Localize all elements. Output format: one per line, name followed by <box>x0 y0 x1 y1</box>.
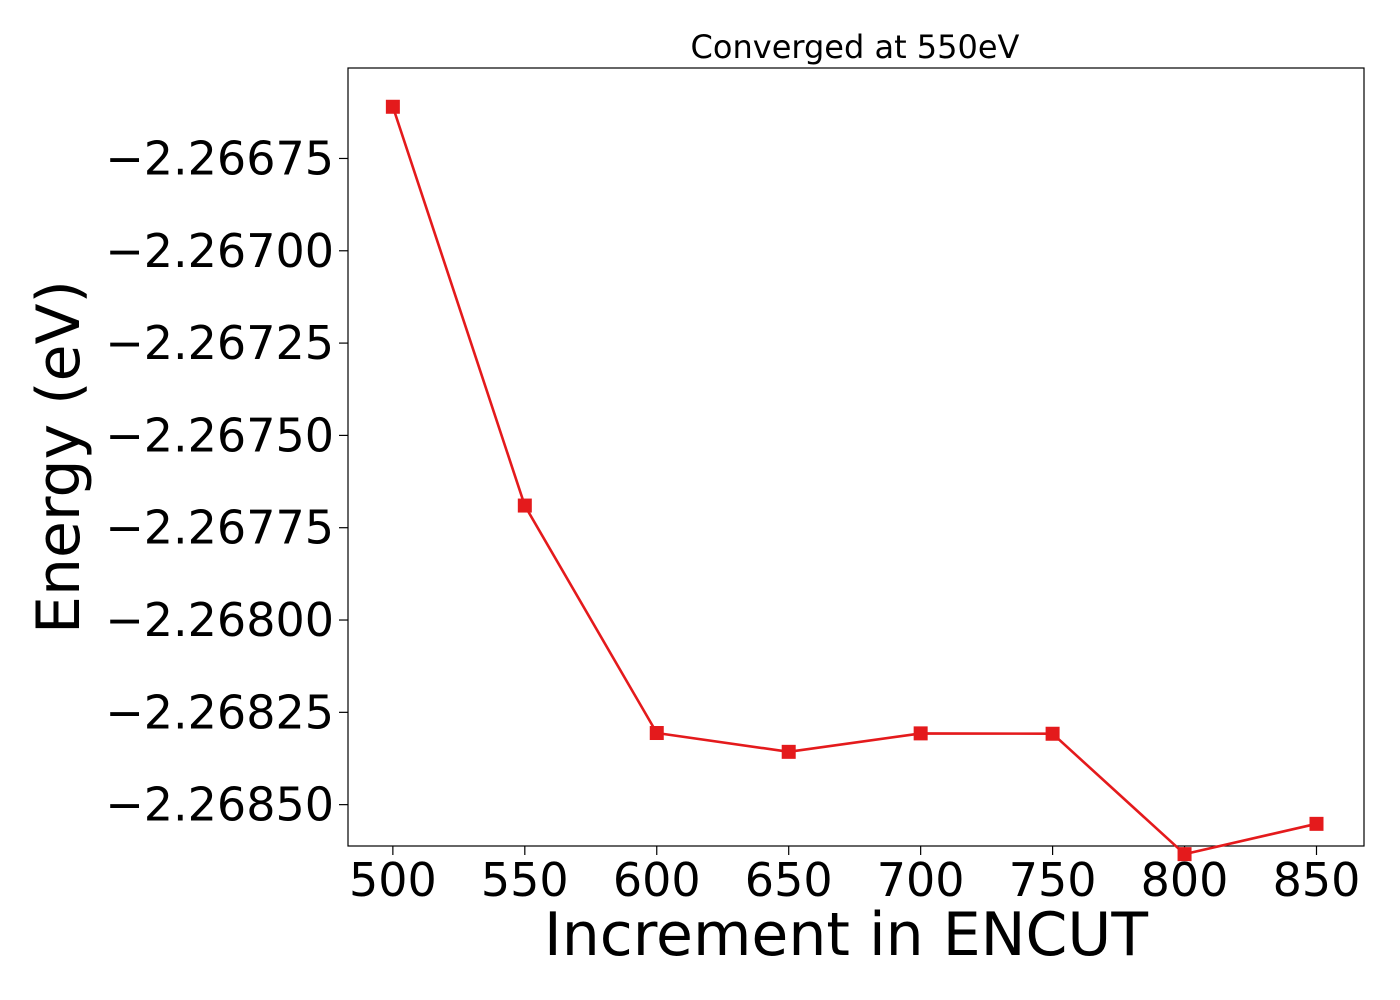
x-axis-label: Increment in ENCUT <box>544 900 1148 970</box>
chart-title: Converged at 550eV <box>691 28 1020 66</box>
y-tick-label: −2.26700 <box>105 224 334 278</box>
plot-area <box>347 67 1365 847</box>
x-tick-label: 750 <box>1009 853 1097 907</box>
series-layer <box>385 99 1324 862</box>
y-tick-label: −2.26850 <box>105 778 334 832</box>
y-axis-label: Energy (eV) <box>24 280 94 634</box>
series-line <box>391 106 1317 856</box>
x-tick-label: 800 <box>1141 853 1229 907</box>
data-point-850 <box>1309 816 1324 831</box>
y-tick-label: −2.26800 <box>105 593 334 647</box>
x-tick-label: 600 <box>613 853 701 907</box>
y-tick-label: −2.26725 <box>105 316 334 370</box>
y-tick-label: −2.26775 <box>105 501 334 555</box>
data-point-750 <box>1045 726 1060 741</box>
x-axis-ticks: 500 550 600 650 700 750 800 850 <box>349 846 1360 907</box>
data-point-800 <box>1177 847 1192 862</box>
x-tick-label: 700 <box>877 853 965 907</box>
y-tick-label: −2.26825 <box>105 685 334 739</box>
data-point-650 <box>781 744 796 759</box>
y-tick-label: −2.26750 <box>105 408 334 462</box>
data-point-700 <box>913 726 928 741</box>
y-axis-ticks: −2.26675 −2.26700 −2.26725 −2.26750 −2.26775… <box>105 131 348 832</box>
x-tick-label: 550 <box>481 853 569 907</box>
x-tick-label: 650 <box>745 853 833 907</box>
data-point-600 <box>649 726 664 741</box>
y-tick-label: −2.26675 <box>105 131 334 185</box>
x-tick-label: 500 <box>349 853 437 907</box>
data-point-500 <box>385 99 400 114</box>
data-point-550 <box>517 498 532 513</box>
x-tick-label: 850 <box>1273 853 1361 907</box>
